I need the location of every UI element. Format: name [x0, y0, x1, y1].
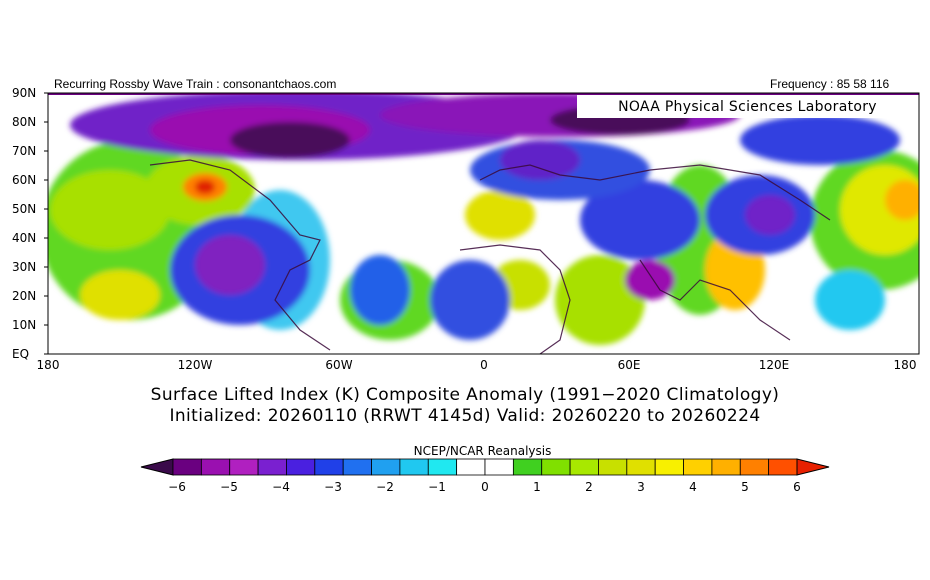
lat-label: 60N: [12, 173, 37, 187]
colorbar-swatch: [427, 458, 458, 476]
lat-label: 90N: [12, 86, 37, 100]
lon-label: 120W: [177, 358, 213, 372]
lat-label: 10N: [12, 318, 37, 332]
lon-label: 180: [893, 358, 917, 372]
colorbar-label: 0: [481, 480, 489, 494]
colorbar-swatch: [342, 458, 372, 476]
colorbar-swatch: [484, 458, 514, 476]
title-line-1: Surface Lifted Index (K) Composite Anoma…: [150, 385, 780, 405]
colorbar-label: −5: [220, 480, 238, 494]
colorbar-swatch: [569, 458, 599, 476]
dataset-label: NCEP/NCAR Reanalysis: [413, 444, 552, 458]
lat-label: 40N: [12, 231, 37, 245]
lat-label: 50N: [12, 202, 37, 216]
colorbar-swatch: [598, 458, 628, 476]
lat-label: 20N: [12, 289, 37, 303]
colorbar-label: −2: [376, 480, 394, 494]
header-source: Recurring Rossby Wave Train : consonantc…: [54, 77, 337, 91]
colorbar-swatch: [229, 458, 259, 476]
colorbar-swatch: [541, 458, 571, 476]
lat-ticks: [44, 92, 48, 355]
colorbar-swatch: [626, 458, 656, 476]
colorbar-swatch: [654, 458, 684, 476]
colorbar-max-arrow: [796, 458, 830, 476]
lon-label: 60E: [617, 358, 641, 372]
colorbar-min-arrow: [140, 458, 174, 476]
lat-label: 80N: [12, 115, 37, 129]
colorbar-swatch: [512, 458, 543, 476]
lat-label: EQ: [12, 347, 30, 361]
colorbar-label: −3: [324, 480, 342, 494]
colorbar-label: 1: [533, 480, 541, 494]
colorbar-label: 5: [741, 480, 749, 494]
colorbar: [140, 458, 830, 476]
anomaly-field: [48, 93, 919, 354]
colorbar-label: 3: [637, 480, 645, 494]
colorbar-label: 2: [585, 480, 593, 494]
colorbar-label: −1: [428, 480, 446, 494]
colorbar-swatch: [314, 458, 344, 476]
colorbar-label: −6: [168, 480, 186, 494]
colorbar-swatch: [456, 458, 486, 476]
colorbar-swatch: [711, 458, 741, 476]
colorbar-swatch: [739, 458, 770, 476]
lon-label: 120E: [758, 358, 790, 372]
lon-label: 180: [36, 358, 60, 372]
colorbar-swatch: [399, 458, 429, 476]
colorbar-swatch: [768, 458, 798, 476]
lat-label: 30N: [12, 260, 37, 274]
colorbar-label: 4: [689, 480, 697, 494]
lat-label: 70N: [12, 144, 37, 158]
lab-label: NOAA Physical Sciences Laboratory: [577, 95, 918, 118]
colorbar-swatch: [172, 458, 202, 476]
colorbar-swatch: [200, 458, 231, 476]
colorbar-swatch: [683, 458, 713, 476]
colorbar-swatch: [257, 458, 287, 476]
colorbar-label: 6: [793, 480, 801, 494]
colorbar-swatch: [286, 458, 316, 476]
map-frame: [47, 92, 920, 355]
colorbar-label: −4: [272, 480, 290, 494]
header-frequency: Frequency : 85 58 116: [770, 77, 890, 91]
lon-label: 60W: [325, 358, 353, 372]
lon-label: 0: [480, 358, 488, 372]
colorbar-swatch: [371, 458, 401, 476]
title-line-2: Initialized: 20260110 (RRWT 4145d) Valid…: [169, 406, 761, 426]
